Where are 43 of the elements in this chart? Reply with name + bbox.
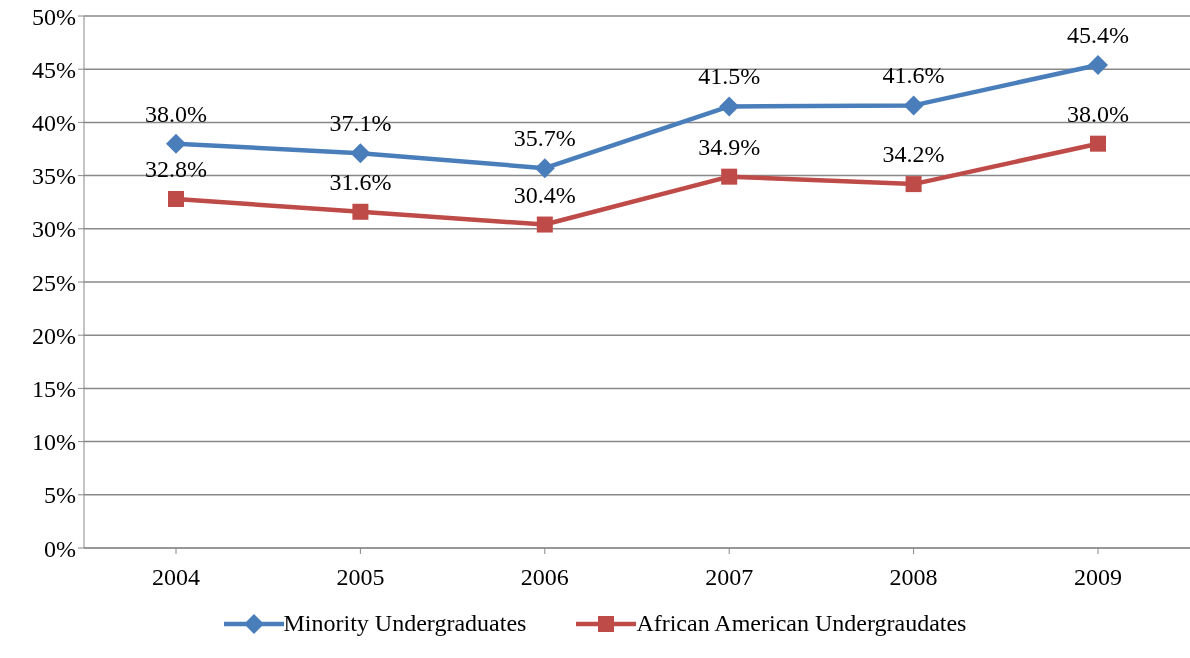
legend-label: Minority Undergraduates	[283, 610, 527, 637]
point	[1088, 54, 1108, 75]
data-label: 41.6%	[882, 62, 945, 89]
data-label: 41.5%	[698, 63, 761, 90]
x-tick-label: 2009	[1074, 564, 1122, 591]
point	[166, 133, 186, 154]
y-tick-label: 40%	[32, 109, 76, 136]
y-tick-label: 0%	[44, 535, 76, 562]
y-tick-label: 15%	[32, 375, 76, 402]
data-label: 34.9%	[698, 133, 761, 160]
x-tick-label: 2006	[520, 564, 569, 591]
y-tick-label: 25%	[32, 269, 76, 296]
y-tick-label: 35%	[32, 163, 76, 190]
data-label: 38.0%	[145, 100, 207, 127]
y-tick-label: 20%	[32, 322, 76, 349]
point	[903, 95, 924, 116]
y-tick-label: 45%	[32, 56, 76, 83]
y-tick-label: 50%	[32, 3, 76, 30]
data-label: 37.1%	[329, 110, 392, 137]
data-label: 32.8%	[145, 156, 207, 183]
data-label: 35.7%	[513, 125, 576, 152]
point	[719, 96, 740, 117]
point	[536, 216, 553, 233]
data-label: 38.0%	[1067, 100, 1129, 127]
data-label: 31.6%	[329, 168, 392, 195]
data-label: 30.4%	[513, 181, 576, 208]
point	[905, 176, 922, 193]
x-tick-label: 2005	[336, 564, 385, 591]
point	[721, 168, 738, 185]
point	[168, 191, 184, 208]
point	[1090, 135, 1106, 152]
y-tick-label: 10%	[32, 429, 76, 456]
x-tick-label: 2008	[889, 564, 938, 591]
y-tick-label: 30%	[32, 216, 76, 243]
point	[352, 203, 369, 220]
point	[350, 143, 371, 164]
x-tick-label: 2007	[705, 564, 754, 591]
data-label: 34.2%	[882, 141, 945, 168]
data-label: 45.4%	[1067, 21, 1129, 48]
x-tick-label: 2004	[152, 564, 200, 591]
legend-label: African American Undergraudates	[636, 610, 967, 637]
y-tick-label: 5%	[44, 482, 76, 509]
point	[534, 158, 555, 179]
